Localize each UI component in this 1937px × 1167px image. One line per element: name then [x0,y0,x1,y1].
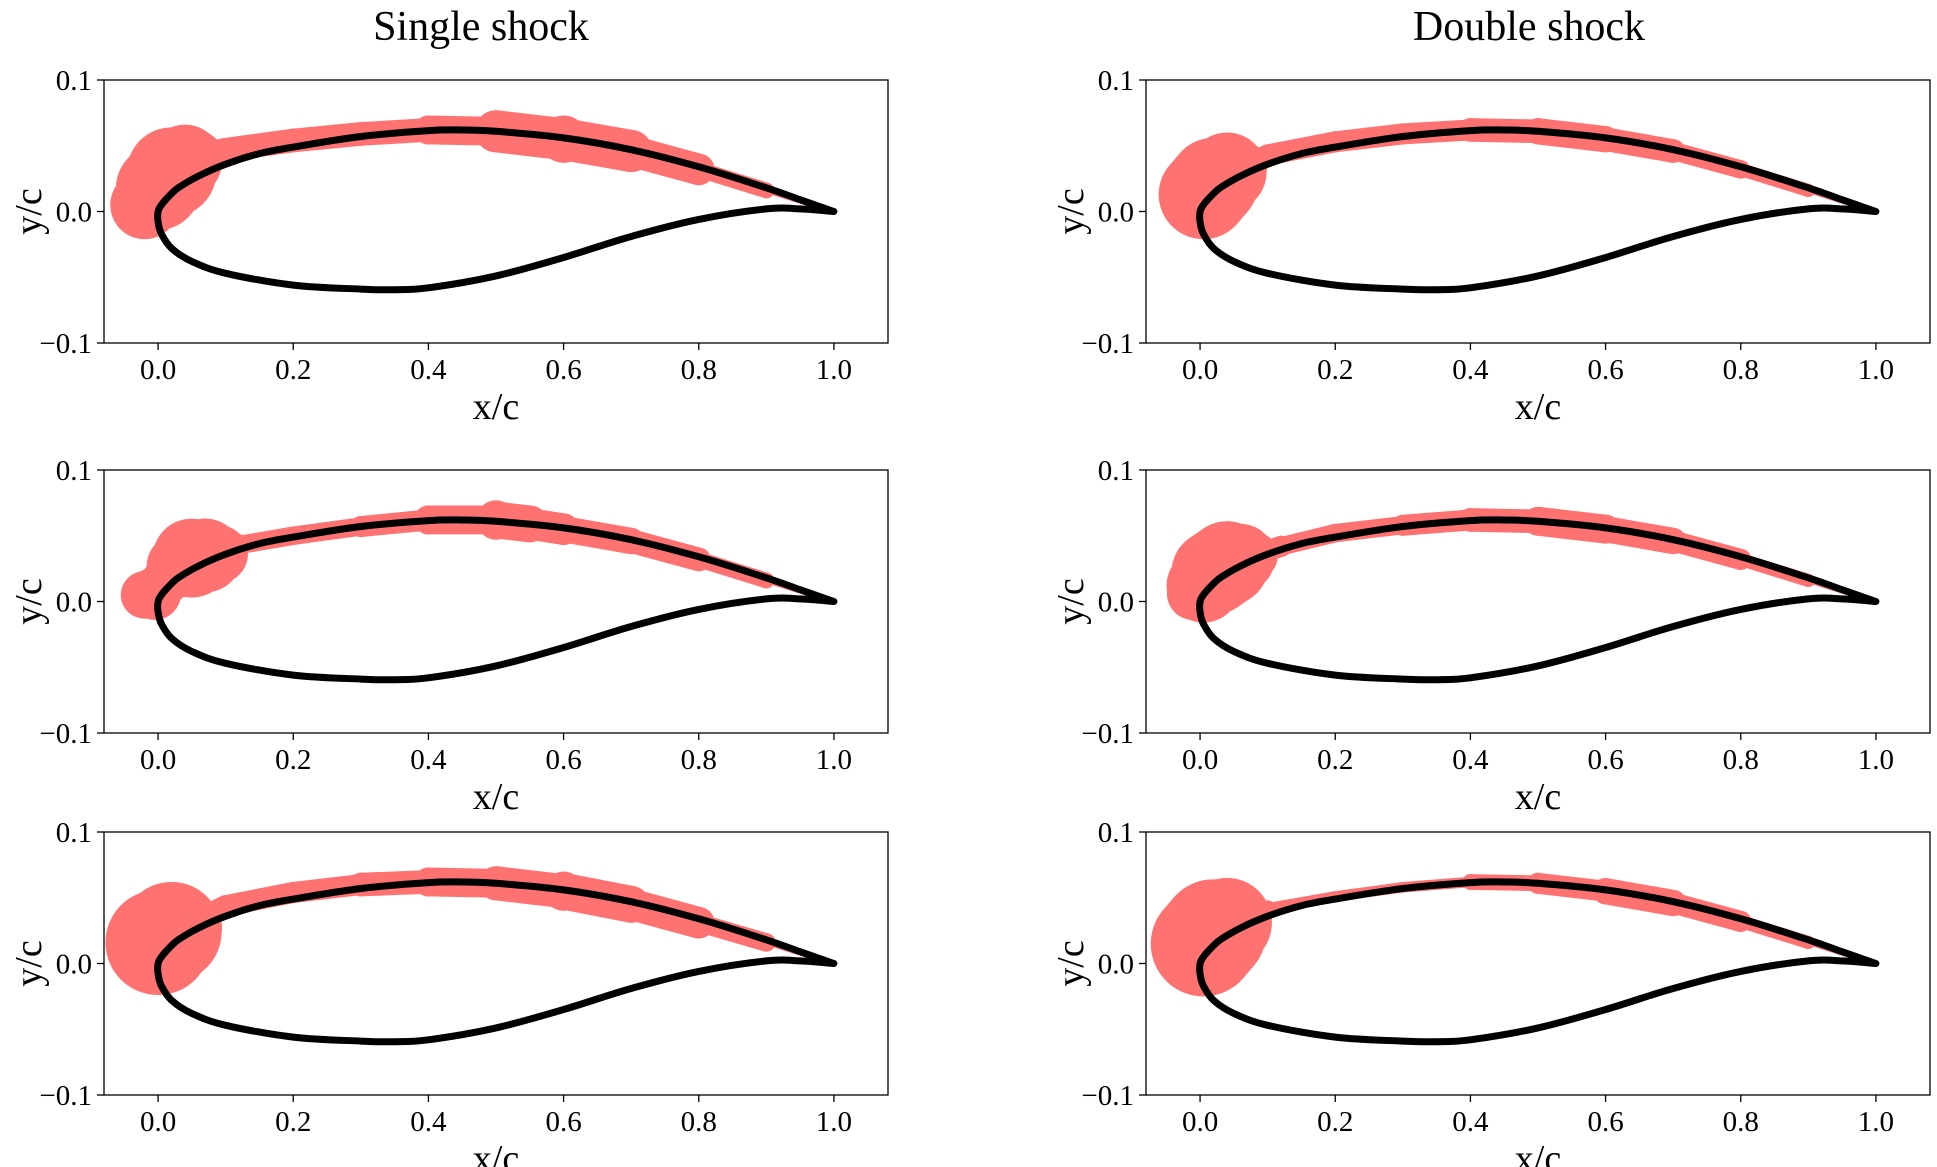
x-tick-label: 0.6 [1587,744,1623,776]
x-tick-label: 0.4 [410,354,447,386]
x-axis-label: x/c [1515,386,1561,428]
x-tick-label: 0.6 [1587,354,1623,386]
y-tick-label: 0.0 [56,197,92,229]
x-tick-label: 0.8 [1723,1106,1759,1138]
column-title-single-shock: Single shock [373,4,589,50]
x-tick-label: 0.2 [1317,354,1353,386]
x-tick-label: 0.4 [410,744,447,776]
x-tick-label: 0.0 [1182,744,1218,776]
x-tick-label: 0.0 [140,1106,176,1138]
airfoil-outline [154,516,838,684]
x-axis-label: x/c [473,386,519,428]
shock-band-series [1150,872,1879,997]
plot-area [1166,506,1880,684]
y-tick-label: 0.0 [1098,197,1134,229]
y-axis-label: y/c [1050,578,1092,624]
y-tick-label: 0.1 [56,65,92,97]
x-tick-label: 0.4 [1452,1106,1489,1138]
y-tick-label: −0.1 [39,718,92,750]
plot-panel: 0.0 0.2 0.4 0.6 0.8 1.0 −0.1 0.0 0.1 x/c y/c [1050,817,1931,1167]
x-axis-label: x/c [473,776,519,818]
y-tick-label: 0.1 [1098,455,1134,487]
x-tick-label: 1.0 [816,354,852,386]
x-tick-label: 0.0 [140,354,176,386]
shock-segment [215,881,304,917]
plot-panel: 0.0 0.2 0.4 0.6 0.8 1.0 −0.1 0.0 0.1 x/c y/c [1050,455,1931,818]
y-axis-label: y/c [8,188,50,234]
airfoil-outline [1196,126,1880,294]
x-tick-label: 1.0 [816,744,852,776]
x-tick-label: 0.2 [1317,744,1353,776]
column-title-double-shock: Double shock [1413,4,1645,50]
airfoil-outline [154,126,838,294]
plot-panel: 0.0 0.2 0.4 0.6 0.8 1.0 −0.1 0.0 0.1 x/c y/c [8,455,889,818]
plot-area [1150,872,1880,1046]
plot-area [105,866,838,1046]
plot-panel: 0.0 0.2 0.4 0.6 0.8 1.0 −0.1 0.0 0.1 x/c y/c [8,65,889,428]
y-tick-label: 0.1 [1098,65,1134,97]
y-tick-label: −0.1 [1081,328,1134,360]
x-tick-label: 0.2 [275,354,311,386]
x-tick-label: 0.6 [545,1106,581,1138]
plot-area [110,110,838,294]
plot-panel: 0.0 0.2 0.4 0.6 0.8 1.0 −0.1 0.0 0.1 x/c y/c [1050,65,1931,428]
y-tick-label: −0.1 [1081,718,1134,750]
x-axis-label: x/c [473,1138,519,1167]
x-axis-label: x/c [1515,776,1561,818]
y-tick-label: 0.0 [1098,949,1134,981]
airfoil-outline [1196,878,1880,1046]
x-tick-label: 0.8 [681,744,717,776]
x-tick-label: 0.4 [1452,354,1489,386]
x-tick-label: 0.6 [545,354,581,386]
x-tick-label: 1.0 [1858,354,1894,386]
x-tick-label: 0.6 [1587,1106,1623,1138]
airfoil-outline [1196,516,1880,684]
y-axis-label: y/c [1050,940,1092,986]
x-tick-label: 1.0 [1858,744,1894,776]
y-tick-label: 0.1 [56,455,92,487]
x-axis-label: x/c [1515,1138,1561,1167]
y-tick-label: 0.0 [56,949,92,981]
shock-segment [1257,131,1346,166]
y-tick-label: 0.0 [56,587,92,619]
x-tick-label: 0.4 [410,1106,447,1138]
x-tick-label: 0.2 [275,744,311,776]
y-tick-label: −0.1 [39,328,92,360]
y-tick-label: 0.1 [1098,817,1134,849]
x-tick-label: 0.8 [681,1106,717,1138]
x-tick-label: 0.8 [1723,354,1759,386]
y-tick-label: 0.0 [1098,587,1134,619]
plot-area [1158,118,1880,294]
x-tick-label: 0.2 [275,1106,311,1138]
plot-area [120,500,838,684]
x-tick-label: 0.0 [140,744,176,776]
plot-panel: 0.0 0.2 0.4 0.6 0.8 1.0 −0.1 0.0 0.1 x/c y/c [8,817,889,1167]
x-tick-label: 1.0 [1858,1106,1894,1138]
x-tick-label: 0.8 [681,354,717,386]
y-tick-label: −0.1 [1081,1080,1134,1112]
x-tick-label: 0.2 [1317,1106,1353,1138]
x-tick-label: 0.4 [1452,744,1489,776]
x-tick-label: 0.0 [1182,1106,1218,1138]
x-tick-label: 1.0 [816,1106,852,1138]
x-tick-label: 0.0 [1182,354,1218,386]
y-tick-label: 0.1 [56,817,92,849]
x-tick-label: 0.8 [1723,744,1759,776]
y-axis-label: y/c [8,940,50,986]
airfoil-outline [154,878,838,1046]
y-axis-label: y/c [8,578,50,624]
y-axis-label: y/c [1050,188,1092,234]
x-tick-label: 0.6 [545,744,581,776]
y-tick-label: −0.1 [39,1080,92,1112]
